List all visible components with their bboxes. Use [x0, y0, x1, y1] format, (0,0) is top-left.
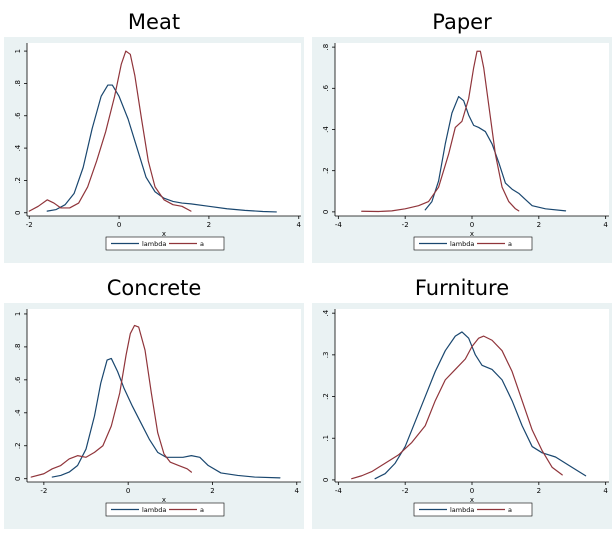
x-tick-label: -2	[402, 221, 409, 229]
x-tick-label: 2	[537, 487, 541, 495]
series-line-a	[28, 50, 192, 212]
y-tick-label: 1	[14, 49, 22, 53]
plot-area	[335, 43, 609, 216]
x-tick-label: 2	[210, 487, 214, 495]
x-tick-label: -2	[402, 487, 409, 495]
y-tick-label: 0	[322, 210, 330, 214]
panel-concrete: Concrete -2 0 2 4 0 .2 .4 .6 .8 1 x lambda a	[0, 266, 308, 532]
y-tick-label: .2	[322, 393, 330, 400]
x-tick-label: 2	[537, 221, 541, 229]
y-tick-label: .4	[14, 409, 22, 416]
series-line-a	[30, 324, 192, 478]
x-axis-label: x	[470, 230, 474, 238]
chart-2: Concrete -2 0 2 4 0 .2 .4 .6 .8 1 x lambda a	[4, 276, 304, 529]
chart-title: Furniture	[415, 276, 509, 300]
y-tick-label: 0	[14, 211, 22, 215]
panel-paper: Paper -4 -2 0 2 4 0 .2 .4 .6 .8 x lambda a	[308, 0, 616, 266]
legend-box	[105, 502, 225, 517]
x-tick-label: 4	[295, 487, 300, 495]
series-line-lambda	[46, 84, 277, 213]
chart-title: Meat	[128, 10, 180, 34]
chart-title: Paper	[432, 10, 492, 34]
series-line-lambda	[374, 331, 587, 480]
legend-label-a: a	[508, 506, 512, 514]
series-line-lambda	[424, 95, 567, 212]
y-tick-label: .8	[322, 44, 330, 51]
y-tick-label: .2	[14, 177, 22, 184]
series-line-a	[361, 50, 520, 213]
y-tick-label: .4	[322, 309, 330, 316]
chart-3: Furniture -4 -2 0 2 4 0 .1 .2 .3 .4 x lambda a	[312, 276, 612, 529]
x-tick-label: -2	[26, 221, 33, 229]
y-tick-label: .1	[322, 435, 330, 442]
x-tick-label: 4	[603, 487, 608, 495]
legend-label-a: a	[508, 240, 512, 248]
legend: lambda a	[105, 502, 225, 517]
x-tick-label: -2	[40, 487, 47, 495]
chart-0: Meat -2 0 2 4 0 .2 .4 .6 .8 1 x lambda a	[4, 10, 304, 263]
y-tick-label: .3	[322, 352, 330, 359]
y-tick-label: .2	[322, 167, 330, 174]
legend-label-lambda: lambda	[142, 506, 166, 514]
y-tick-label: .6	[14, 112, 22, 119]
legend-box	[413, 236, 533, 251]
legend-box	[105, 236, 225, 251]
plot-area	[27, 43, 301, 216]
y-tick-label: .6	[14, 376, 22, 383]
legend-box	[413, 502, 533, 517]
panel-meat: Meat -2 0 2 4 0 .2 .4 .6 .8 1 x lambda a	[0, 0, 308, 266]
y-tick-label: .6	[322, 84, 330, 91]
x-axis-label: x	[162, 496, 166, 504]
x-tick-label: -4	[335, 221, 343, 229]
legend-label-lambda: lambda	[142, 240, 166, 248]
y-tick-label: .4	[14, 144, 22, 151]
x-tick-label: 4	[603, 221, 608, 229]
x-axis-label: x	[162, 230, 166, 238]
y-tick-label: .4	[322, 126, 330, 133]
legend-label-lambda: lambda	[450, 240, 474, 248]
x-tick-label: 0	[126, 487, 130, 495]
legend: lambda a	[413, 236, 533, 251]
series-line-lambda	[51, 357, 281, 479]
legend-label-lambda: lambda	[450, 506, 474, 514]
x-axis-label: x	[470, 496, 474, 504]
x-tick-label: 0	[470, 487, 474, 495]
panel-furniture: Furniture -4 -2 0 2 4 0 .1 .2 .3 .4 x lambda a	[308, 266, 616, 532]
chart-1: Paper -4 -2 0 2 4 0 .2 .4 .6 .8 x lambda a	[312, 10, 612, 263]
legend-label-a: a	[200, 240, 204, 248]
plot-area	[335, 309, 609, 482]
chart-title: Concrete	[107, 276, 202, 300]
y-tick-label: .2	[14, 442, 22, 449]
x-tick-label: -4	[335, 487, 343, 495]
y-tick-label: 0	[14, 476, 22, 480]
y-tick-label: 1	[14, 312, 22, 316]
y-tick-label: .8	[14, 344, 22, 351]
series-line-a	[351, 335, 563, 480]
x-tick-label: 4	[297, 221, 302, 229]
x-tick-label: 0	[117, 221, 121, 229]
legend: lambda a	[105, 236, 225, 251]
y-tick-label: .8	[14, 80, 22, 87]
x-tick-label: 0	[470, 221, 474, 229]
legend-label-a: a	[200, 506, 204, 514]
x-tick-label: 2	[207, 221, 211, 229]
y-tick-label: 0	[322, 478, 330, 482]
legend: lambda a	[413, 502, 533, 517]
